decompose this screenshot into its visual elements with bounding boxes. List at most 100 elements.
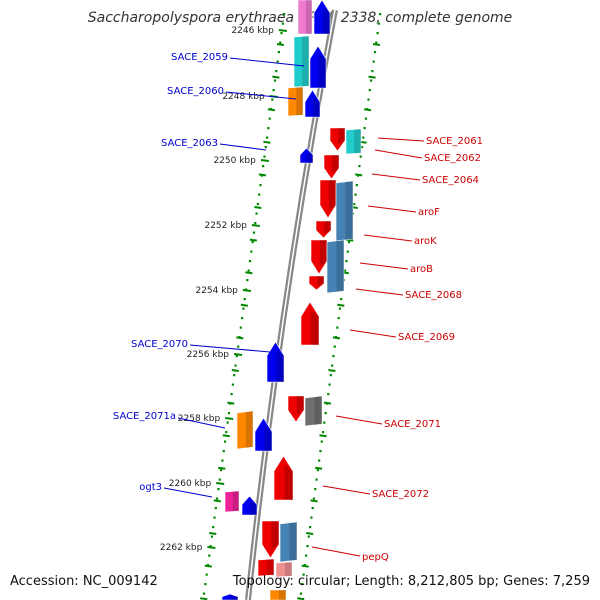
- forward-cds-shade: [313, 97, 320, 117]
- tick-dot: [231, 383, 235, 386]
- reverse-cds-arrow: [308, 275, 325, 291]
- minor-tick: [368, 75, 376, 79]
- major-tick: [233, 353, 243, 356]
- tick-dot: [347, 241, 351, 244]
- cog-block: [297, 0, 313, 35]
- leader-line: [377, 137, 425, 142]
- reverse-cds-arrow: [310, 239, 328, 275]
- tick-dot: [372, 60, 375, 63]
- tick-dot: [363, 127, 366, 130]
- tick-dot: [336, 326, 339, 329]
- leader-line: [374, 149, 423, 159]
- accession-text: Accession: NC_009142: [10, 574, 158, 589]
- tick-dot: [250, 250, 253, 253]
- gene-label: SACE_2070: [131, 339, 188, 350]
- cog-block-shade: [266, 559, 274, 576]
- tick-dot: [307, 535, 310, 538]
- scale-label: 2258 kbp: [178, 414, 221, 424]
- tick-dot: [355, 184, 358, 187]
- minor-tick: [258, 173, 267, 177]
- tick-dot: [239, 326, 242, 329]
- cog-block-shade: [305, 0, 312, 34]
- backbone: [245, 9, 338, 600]
- reverse-cds-arrow: [323, 154, 340, 180]
- reverse-cds-arrow: [329, 127, 346, 152]
- forward-cds-arrow: [266, 341, 285, 383]
- tick-dot: [218, 478, 221, 481]
- scale-label: 2246 kbp: [231, 26, 274, 36]
- major-tick: [225, 417, 234, 420]
- cog-block: [279, 521, 298, 563]
- tick-dot: [373, 51, 377, 54]
- tick-dot: [283, 13, 286, 16]
- minor-tick: [276, 43, 285, 46]
- major-tick: [260, 159, 269, 162]
- tick-dot: [217, 488, 220, 491]
- gene-label: aroK: [414, 236, 437, 247]
- tick-dot: [235, 355, 238, 358]
- tick-dot: [320, 440, 323, 443]
- minor-tick: [200, 597, 208, 600]
- gene-label: SACE_2071a: [113, 411, 176, 422]
- tick-dot: [314, 488, 317, 491]
- tick-dot: [209, 545, 212, 548]
- tick-dot: [331, 364, 334, 367]
- tick-dot: [367, 98, 370, 101]
- tick-dot: [359, 155, 362, 158]
- tick-dot: [337, 317, 340, 320]
- minor-tick: [372, 43, 381, 46]
- tick-dot: [305, 554, 308, 557]
- tick-dot: [223, 440, 227, 443]
- tick-dot: [369, 79, 373, 82]
- tick-dot: [205, 573, 208, 576]
- tick-dot: [323, 421, 326, 424]
- forward-cds-shade: [310, 310, 319, 345]
- tick-dot: [237, 345, 240, 348]
- tick-dot: [247, 269, 250, 272]
- tick-dot: [208, 554, 211, 557]
- gene-label: SACE_2063: [161, 138, 218, 149]
- tick-dot: [268, 117, 271, 120]
- cog-block-shade: [354, 129, 361, 154]
- scale-label: 2262 kbp: [160, 543, 203, 553]
- tick-dot: [353, 203, 356, 206]
- scale-label: 2256 kbp: [187, 350, 230, 360]
- reverse-cds-shade: [319, 240, 327, 267]
- major-tick: [207, 546, 216, 549]
- forward-cds-shade: [322, 7, 330, 34]
- minor-tick: [263, 140, 271, 144]
- tick-dot: [364, 117, 368, 120]
- forward-cds-arrow: [221, 593, 239, 600]
- cog-block-shade: [336, 240, 344, 292]
- cog-block-shade: [289, 522, 297, 561]
- reverse-cds-shade: [328, 180, 336, 211]
- tick-dot: [371, 70, 374, 73]
- gene-label: pepQ: [362, 552, 389, 563]
- cog-block: [269, 589, 287, 600]
- gene-label: SACE_2059: [171, 52, 228, 63]
- minor-tick: [319, 434, 327, 438]
- major-tick: [216, 482, 225, 485]
- tick-dot: [321, 431, 325, 434]
- tick-dot: [248, 260, 252, 263]
- leader-line: [189, 344, 271, 353]
- tick-dot: [340, 298, 343, 301]
- reverse-cds-shade: [271, 521, 279, 550]
- cog-block-shade: [314, 396, 322, 425]
- tick-dot: [354, 193, 357, 196]
- cog-block: [326, 239, 345, 294]
- reverse-cds-shade: [296, 396, 304, 415]
- forward-cds-arrow: [241, 495, 258, 516]
- tick-dot: [256, 203, 259, 206]
- tick-dot: [264, 146, 267, 149]
- minor-tick: [328, 369, 336, 372]
- minor-tick: [310, 499, 318, 503]
- gene-label: ogt3: [139, 482, 162, 493]
- tick-dot: [368, 89, 371, 92]
- cog-block: [257, 558, 275, 577]
- tick-dot: [376, 32, 379, 35]
- tick-dot: [277, 51, 281, 54]
- gene-label: SACE_2061: [426, 136, 483, 147]
- tick-dot: [254, 222, 257, 225]
